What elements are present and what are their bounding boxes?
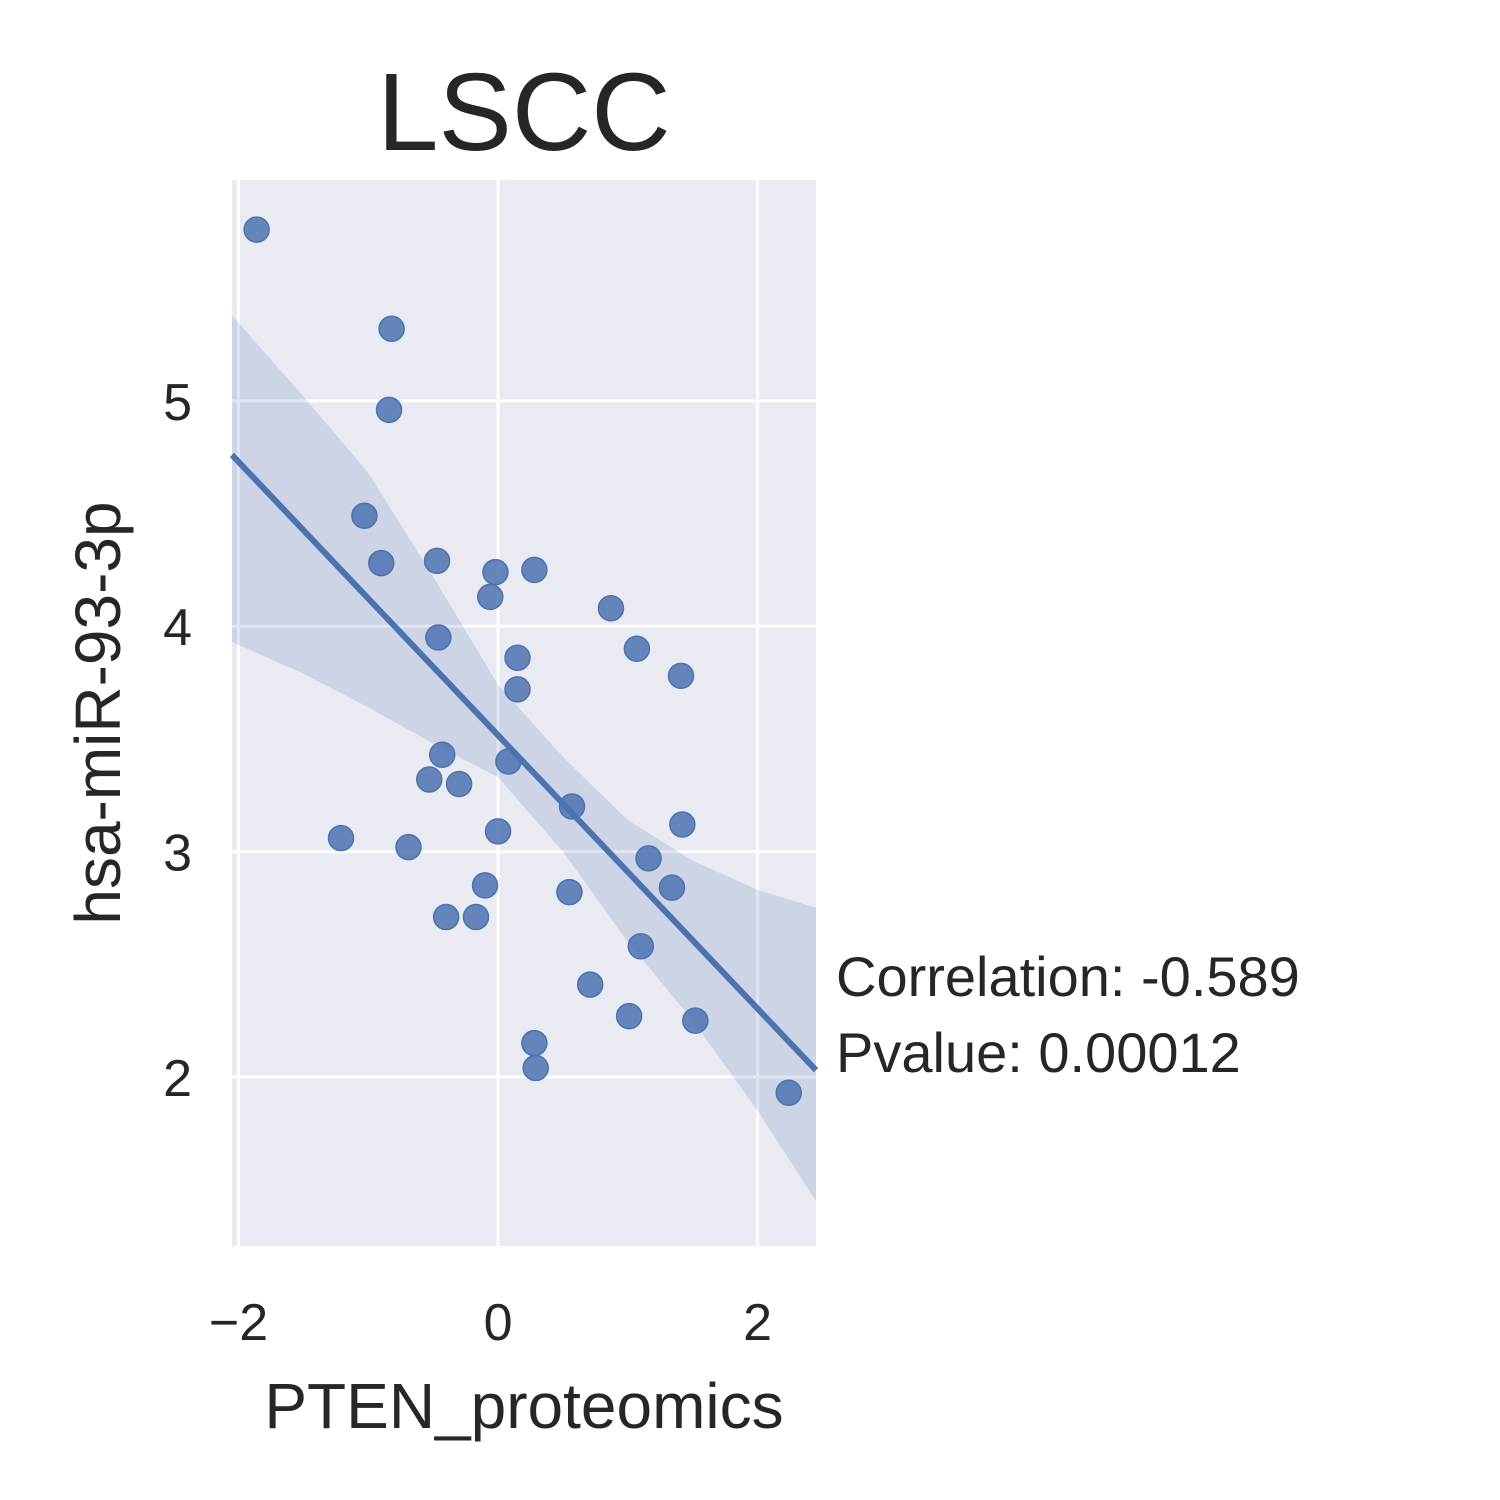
correlation-annotation: Correlation: -0.589 [836, 945, 1300, 1008]
data-point-7 [521, 556, 548, 584]
data-points [243, 216, 802, 1106]
confidence-band [232, 315, 816, 1201]
data-point-11 [623, 635, 651, 663]
chart-title: LSCC [377, 51, 670, 174]
data-point-29 [462, 903, 490, 931]
confidence-band-area [232, 315, 816, 1201]
data-point-20 [669, 811, 696, 838]
data-point-2 [375, 396, 403, 424]
data-point-13 [667, 662, 695, 690]
data-point-12 [504, 644, 531, 672]
data-point-6 [482, 558, 509, 586]
data-point-21 [327, 824, 355, 852]
y-tick-label-2: 4 [163, 599, 192, 657]
y-axis-label: hsa-miR-93-3p [62, 501, 134, 924]
data-point-33 [682, 1007, 709, 1034]
data-point-8 [477, 583, 504, 611]
x-tick-label-0: −2 [209, 1294, 268, 1352]
data-point-9 [597, 594, 625, 622]
data-point-23 [395, 833, 422, 861]
data-point-28 [432, 903, 460, 931]
data-point-10 [425, 624, 452, 651]
y-tick-label-1: 3 [163, 825, 192, 883]
y-tick-labels: 2 3 4 5 [163, 374, 192, 1108]
x-axis-label: PTEN_proteomics [264, 1370, 783, 1442]
data-point-24 [635, 845, 662, 872]
x-tick-labels: −2 0 2 [209, 1294, 772, 1352]
data-point-27 [658, 874, 686, 901]
plot-area [232, 180, 816, 1246]
data-point-3 [351, 502, 378, 530]
y-tick-label-3: 5 [163, 374, 192, 432]
x-tick-label-2: 2 [743, 1294, 772, 1352]
y-tick-label-0: 2 [163, 1050, 192, 1108]
data-point-26 [556, 878, 583, 906]
data-point-5 [423, 547, 451, 575]
data-point-18 [445, 770, 473, 798]
data-point-22 [484, 818, 512, 845]
data-point-31 [576, 971, 604, 998]
data-point-32 [615, 1002, 643, 1030]
x-tick-label-1: 0 [484, 1294, 513, 1352]
data-point-0 [243, 216, 270, 243]
grid-lines [232, 180, 816, 1246]
regression-line-path [229, 452, 819, 1073]
data-point-30 [627, 933, 655, 960]
data-point-14 [504, 676, 531, 703]
data-point-4 [367, 549, 395, 577]
regression-line [229, 452, 819, 1073]
data-point-36 [775, 1079, 802, 1106]
data-point-19 [558, 793, 586, 820]
data-point-1 [378, 315, 405, 342]
pvalue-annotation: Pvalue: 0.00012 [836, 1021, 1241, 1084]
data-point-34 [521, 1029, 548, 1057]
data-point-17 [416, 766, 443, 793]
data-point-35 [522, 1054, 549, 1082]
data-point-15 [428, 741, 456, 768]
data-point-25 [471, 872, 499, 899]
